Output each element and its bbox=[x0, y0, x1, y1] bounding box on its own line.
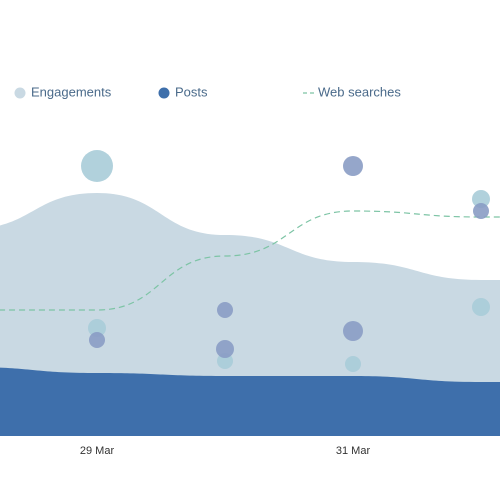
x-tick-label: 31 Mar bbox=[336, 445, 371, 457]
bubble bbox=[88, 319, 106, 337]
x-tick-label: 29 Mar bbox=[80, 445, 115, 457]
area bbox=[0, 367, 500, 436]
legend-marker bbox=[14, 87, 26, 99]
bubble bbox=[345, 356, 361, 372]
legend-label: Engagements bbox=[31, 84, 112, 99]
bubble bbox=[81, 150, 113, 182]
bubble bbox=[472, 298, 490, 316]
line bbox=[0, 210, 500, 311]
bubble bbox=[343, 156, 363, 176]
legend-label: Posts bbox=[175, 84, 208, 99]
bubble bbox=[472, 190, 490, 208]
bubble bbox=[473, 203, 489, 219]
legend-marker bbox=[158, 87, 170, 99]
bubble bbox=[216, 340, 234, 358]
bubble bbox=[343, 321, 363, 341]
legend-label: Web searches bbox=[318, 84, 401, 99]
bubble bbox=[217, 302, 233, 318]
bubble bbox=[89, 332, 105, 348]
